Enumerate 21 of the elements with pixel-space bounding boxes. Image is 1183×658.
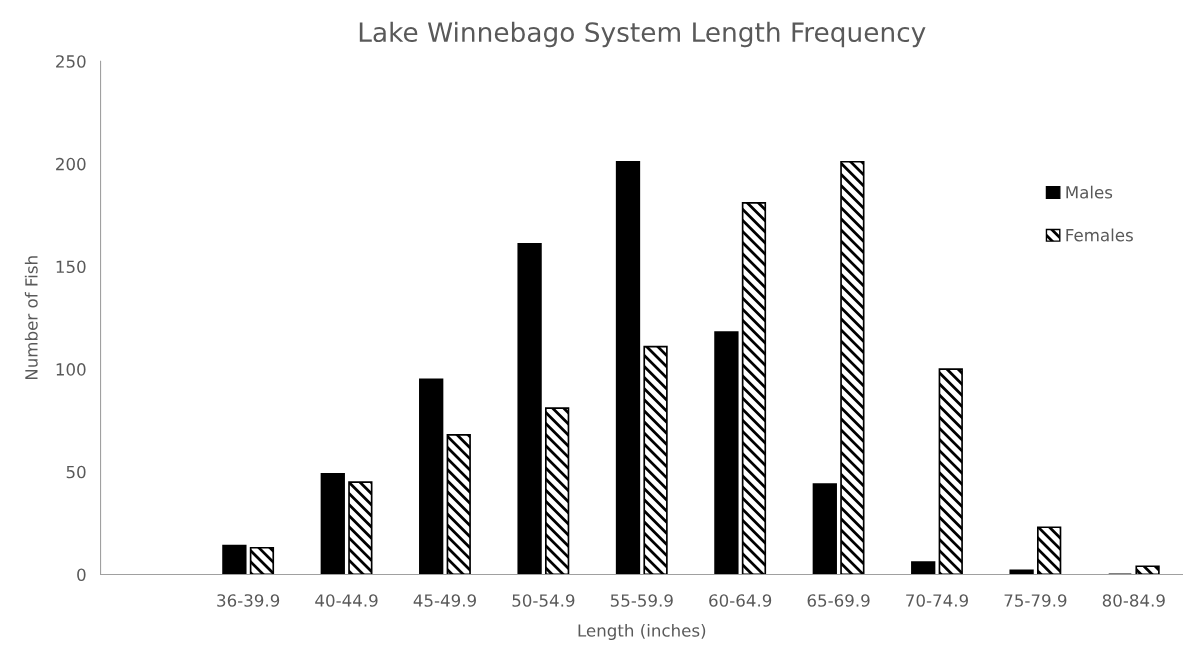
x-tick-label: 40-44.9: [315, 594, 378, 607]
legend-label: Females: [1066, 228, 1133, 242]
x-tick-label: 80-84.9: [1102, 594, 1165, 607]
x-tick-label: 60-64.9: [709, 594, 772, 607]
y-tick-label: 200: [56, 157, 86, 171]
y-axis-title: Number of Fish: [24, 256, 38, 380]
chart-title: Lake Winnebago System Length Frequency: [359, 21, 926, 48]
y-tick-label: 150: [56, 260, 86, 274]
x-axis-title: Length (inches): [578, 623, 706, 641]
x-tick-label: 50-54.9: [512, 594, 575, 607]
x-tick-label: 36-39.9: [217, 594, 280, 607]
y-tick-label: 0: [77, 568, 86, 581]
y-tick-label: 250: [56, 55, 86, 68]
x-tick-label: 65-69.9: [807, 594, 870, 607]
x-tick-label: 45-49.9: [413, 594, 476, 607]
y-tick-label: 50: [66, 465, 86, 479]
x-tick-label: 55-59.9: [610, 594, 673, 607]
x-tick-label: 75-79.9: [1004, 594, 1067, 607]
y-tick-label: 100: [56, 363, 86, 376]
legend-label: Males: [1066, 185, 1113, 199]
x-tick-label: 70-74.9: [906, 594, 968, 607]
